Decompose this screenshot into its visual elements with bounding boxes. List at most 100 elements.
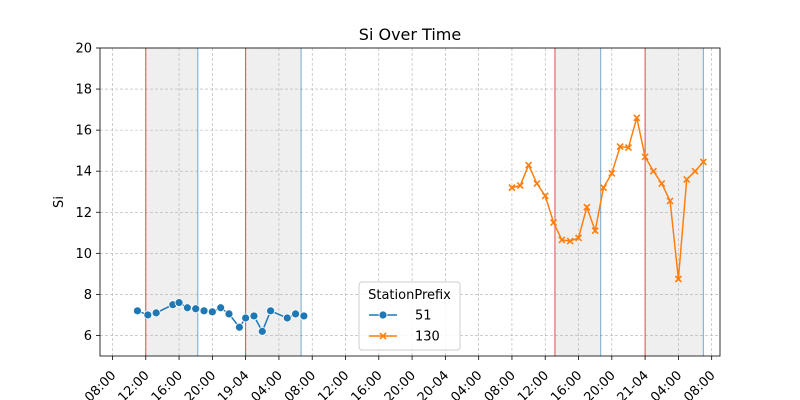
x-tick-label: 12:00: [315, 368, 352, 400]
x-tick-label: 12:00: [515, 368, 552, 400]
x-marker-stroke: [558, 236, 566, 244]
plot-frame: [99, 47, 721, 357]
legend-marker-51: [378, 310, 388, 320]
x-marker-stroke: [549, 218, 558, 227]
data-point-130: [591, 227, 599, 235]
x-tick-label: 16:00: [548, 368, 585, 400]
data-point-51: [266, 306, 276, 316]
x-tick-label: 20:00: [382, 368, 419, 400]
data-point-51: [282, 313, 292, 323]
data-point-51: [257, 326, 267, 336]
legend-title: StationPrefix: [368, 288, 451, 303]
x-marker-stroke: [525, 161, 533, 169]
axes: [96, 47, 721, 360]
y-tick-label: 6: [84, 329, 92, 344]
series: [133, 114, 707, 336]
x-tick-label: 04:00: [448, 368, 485, 400]
x-marker-stroke: [591, 227, 599, 235]
chart-title: Si Over Time: [359, 25, 461, 44]
data-point-130: [658, 179, 666, 188]
data-point-130: [566, 237, 574, 245]
shaded-period-2: [245, 48, 302, 356]
data-point-130: [533, 179, 541, 188]
legend-label-130: 130: [415, 330, 440, 345]
x-marker-stroke: [624, 144, 633, 152]
data-point-130: [674, 275, 682, 283]
x-tick-label: 21-04: [615, 368, 652, 400]
x-marker-stroke: [666, 197, 674, 205]
x-tick-label: 20-04: [415, 368, 452, 400]
data-point-51: [224, 309, 234, 319]
data-point-51: [143, 310, 153, 320]
x-tick-label: 08:00: [282, 368, 319, 400]
x-tick-label: 12:00: [115, 368, 152, 400]
data-point-51: [299, 311, 309, 321]
x-marker-stroke: [533, 179, 541, 188]
x-marker-stroke: [699, 158, 707, 166]
x-marker-stroke: [658, 179, 666, 188]
legend-marker-130: [379, 332, 387, 340]
x-tick-label: 20:00: [182, 368, 219, 400]
y-tick-label: 8: [84, 288, 92, 303]
data-point-51: [151, 308, 161, 318]
x-marker-stroke: [691, 167, 699, 175]
x-tick-label: 20:00: [582, 368, 619, 400]
data-point-51: [199, 306, 209, 316]
x-marker-stroke: [616, 142, 624, 151]
data-point-51: [191, 304, 201, 314]
data-point-130: [574, 234, 583, 242]
data-point-51: [182, 303, 192, 313]
data-point-130: [683, 175, 691, 183]
x-tick-label: 08:00: [82, 368, 119, 400]
data-point-51: [216, 303, 226, 313]
x-marker-stroke: [583, 203, 591, 211]
x-marker-stroke: [674, 275, 682, 283]
y-tick-label: 12: [75, 206, 92, 221]
data-point-51: [133, 306, 142, 316]
x-marker-stroke: [566, 237, 574, 245]
data-point-51: [207, 307, 217, 317]
x-marker-stroke: [541, 192, 549, 200]
x-marker-stroke: [633, 114, 641, 122]
data-point-130: [541, 192, 549, 200]
data-point-130: [616, 142, 624, 151]
x-tick-label: 16:00: [149, 368, 186, 400]
data-point-130: [691, 167, 699, 175]
x-tick-label: 04:00: [249, 368, 286, 400]
data-point-51: [234, 322, 244, 332]
legend-label-51: 51: [415, 309, 432, 324]
data-point-130: [649, 167, 657, 175]
x-marker-stroke: [508, 184, 516, 192]
shaded-periods: [145, 48, 704, 356]
legend-box: [358, 281, 461, 351]
y-axis-label: Si: [52, 196, 67, 208]
x-marker-stroke: [574, 234, 583, 242]
data-point-130: [549, 218, 558, 227]
data-point-130: [583, 203, 591, 211]
x-tick-label: 04:00: [648, 368, 685, 400]
y-tick-label: 18: [75, 83, 92, 98]
period-lines: [145, 48, 704, 356]
data-point-130: [641, 153, 649, 161]
series-130: [508, 114, 707, 283]
data-point-130: [633, 114, 641, 122]
y-tick-label: 16: [75, 124, 92, 139]
x-marker-stroke: [649, 167, 657, 175]
data-point-130: [599, 184, 608, 192]
y-tick-label: 10: [75, 247, 92, 262]
data-point-51: [174, 298, 184, 308]
x-tick-label: 19-04: [215, 368, 252, 400]
data-point-130: [666, 197, 674, 205]
data-point-130: [558, 236, 566, 244]
x-tick-label: 16:00: [349, 368, 386, 400]
legend-entry-51: 51: [369, 309, 432, 324]
x-marker-stroke: [641, 153, 649, 161]
y-tick-label: 20: [75, 42, 92, 57]
data-point-51: [249, 311, 259, 321]
data-point-130: [525, 161, 533, 169]
legend-entry-130: 130: [369, 330, 440, 345]
x-marker-stroke: [599, 184, 608, 192]
